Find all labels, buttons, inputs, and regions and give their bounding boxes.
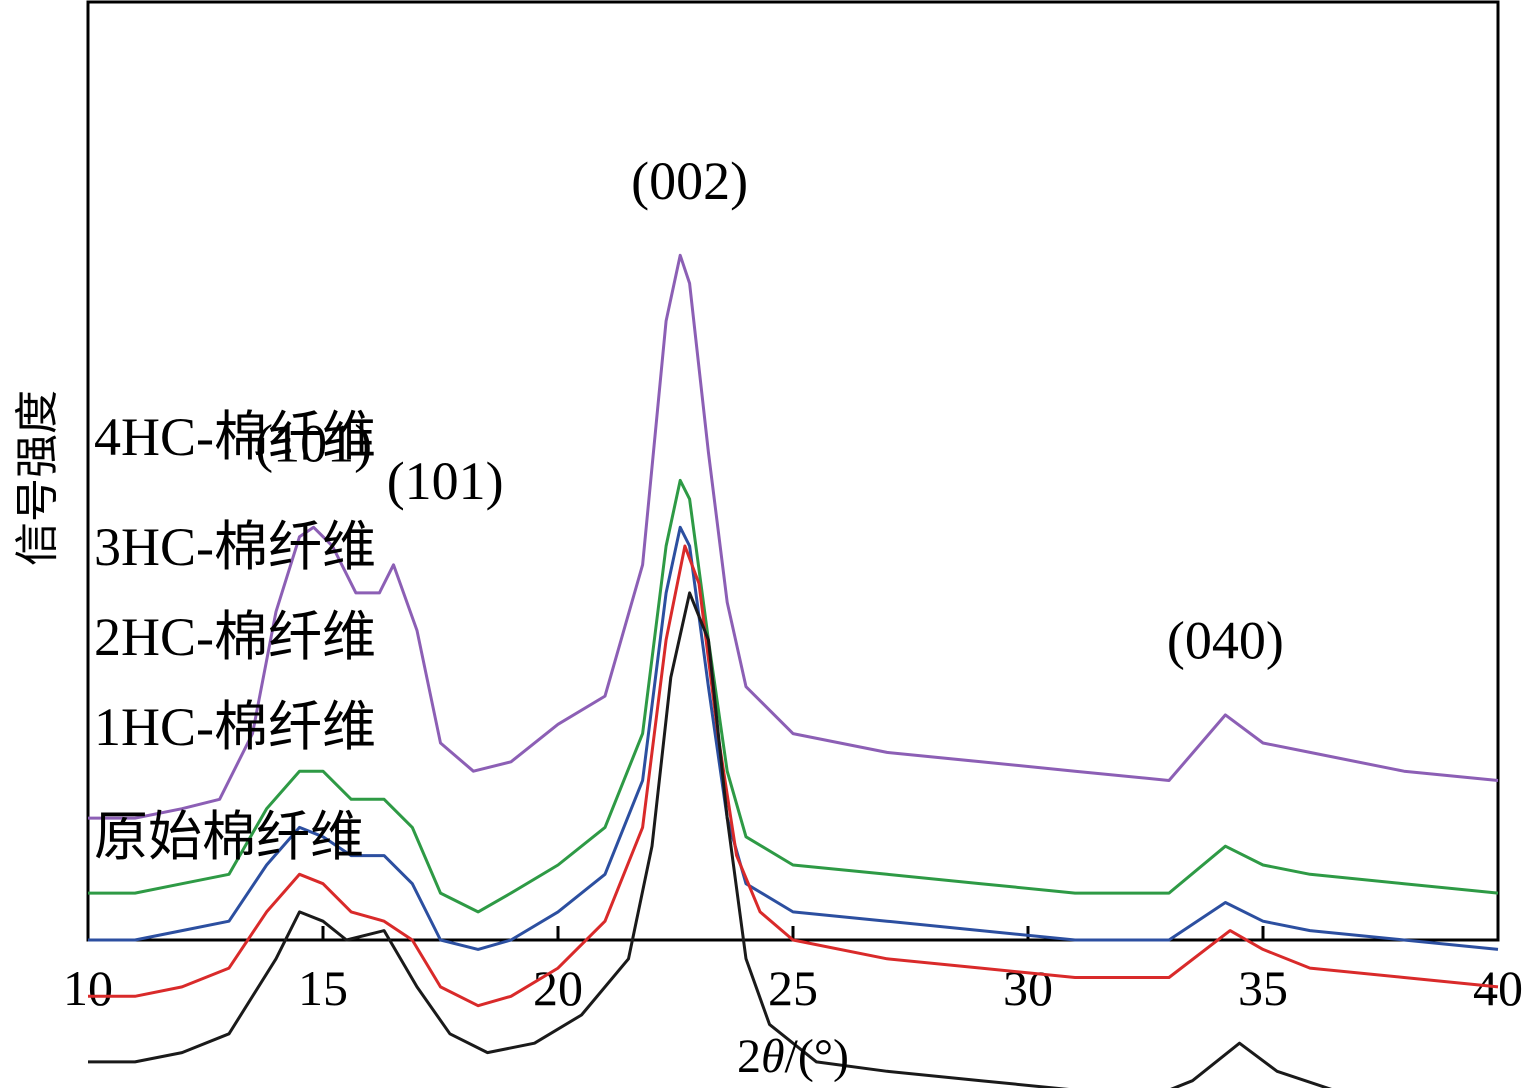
series-label-2: 3HC-棉纤维 [94, 517, 376, 577]
series-label-5: 原始棉纤维 [94, 807, 364, 867]
series-lines [88, 253, 1499, 1088]
peak-label-4: (040) [1167, 611, 1284, 671]
x-axis-title: 2θ/(°) [737, 1030, 849, 1083]
x-tick-label-40: 40 [1473, 960, 1523, 1016]
peak-label-3: (002) [631, 151, 748, 211]
x-tick-label-15: 15 [298, 960, 348, 1016]
series-line-1 [88, 253, 1499, 820]
x-tick-label-10: 10 [63, 960, 113, 1016]
series-label-4: 1HC-棉纤维 [94, 697, 376, 757]
series-line-2 [88, 478, 1499, 914]
peak-label-2: (101) [387, 451, 504, 511]
series-label-1: 4HC-棉纤维 [94, 407, 376, 467]
series-line-4 [88, 544, 1499, 1008]
y-axis-title: 信号强度 [12, 390, 63, 566]
x-tick-label-25: 25 [768, 960, 818, 1016]
series-line-3 [88, 525, 1499, 951]
series-label-3: 2HC-棉纤维 [94, 607, 376, 667]
x-tick-label-30: 30 [1003, 960, 1053, 1016]
series-line-5 [88, 591, 1332, 1088]
x-axis-ticks: 10 15 20 25 30 35 40 [63, 926, 1523, 1016]
peak-label-1: (101) [255, 414, 372, 474]
x-tick-label-35: 35 [1238, 960, 1288, 1016]
peak-labels: (101)(101) (002) (040) [255, 151, 1284, 671]
